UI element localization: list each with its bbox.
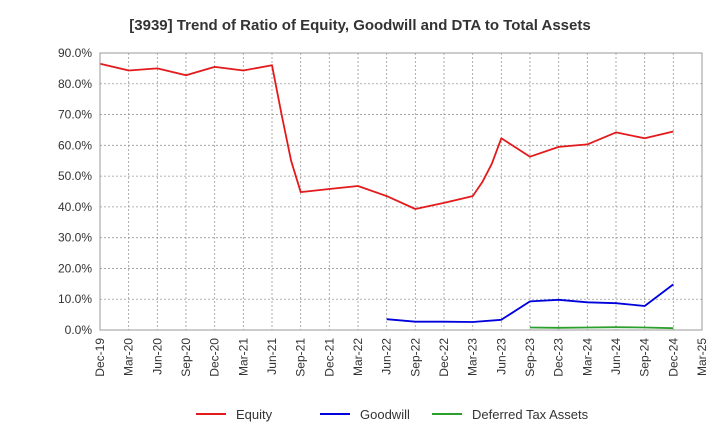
x-tick-label: Dec-20 [208, 338, 222, 377]
plot-area [99, 52, 703, 331]
chart-title: [3939] Trend of Ratio of Equity, Goodwil… [129, 17, 590, 34]
y-tick-label: 60.0% [58, 138, 92, 152]
x-tick-label: Mar-25 [695, 338, 709, 376]
legend-label: Goodwill [360, 407, 410, 422]
y-tick-label: 50.0% [58, 169, 92, 183]
y-tick-label: 30.0% [58, 231, 92, 245]
x-tick-label: Dec-21 [322, 338, 336, 377]
x-tick-label: Jun-23 [494, 338, 508, 375]
x-tick-label: Sep-22 [408, 338, 422, 377]
series-line-goodwill [386, 283, 674, 323]
x-tick-label: Sep-24 [638, 338, 652, 377]
x-tick-label: Mar-24 [580, 338, 594, 376]
x-tick-label: Sep-20 [179, 338, 193, 377]
y-tick-label: 90.0% [58, 46, 92, 60]
x-tick-label: Mar-21 [236, 338, 250, 376]
x-tick-label: Mar-20 [122, 338, 136, 376]
x-tick-label: Dec-24 [666, 338, 680, 377]
y-tick-label: 70.0% [58, 108, 92, 122]
x-axis: Dec-19 Mar-20 Jun-20 Sep-20 Dec-20 Mar-21 Jun-… [93, 338, 709, 377]
x-tick-label: Dec-22 [437, 338, 451, 377]
x-tick-label: Dec-23 [552, 338, 566, 377]
y-tick-label: 0.0% [65, 323, 93, 337]
x-tick-label: Mar-22 [351, 338, 365, 376]
legend: Equity Goodwill Deferred Tax Assets [196, 407, 589, 422]
x-tick-label: Sep-21 [294, 338, 308, 377]
x-tick-label: Sep-23 [523, 338, 537, 377]
x-tick-label: Jun-20 [150, 338, 164, 375]
x-tick-label: Jun-24 [609, 338, 623, 375]
legend-label: Equity [236, 407, 273, 422]
y-axis: 0.0% 10.0% 20.0% 30.0% 40.0% 50.0% 60.0% 70.0% 8… [58, 46, 92, 337]
series-line-equity [99, 62, 674, 210]
x-tick-label: Dec-19 [93, 338, 107, 377]
y-tick-label: 20.0% [58, 261, 92, 275]
x-tick-label: Mar-23 [466, 338, 480, 376]
x-tick-label: Jun-21 [265, 338, 279, 375]
legend-label: Deferred Tax Assets [472, 407, 589, 422]
y-tick-label: 10.0% [58, 292, 92, 306]
y-tick-label: 80.0% [58, 77, 92, 91]
grid [99, 52, 703, 331]
series-line-deferred-tax-assets [529, 326, 674, 330]
x-tick-label: Jun-22 [380, 338, 394, 375]
series-lines [99, 62, 674, 330]
y-tick-label: 40.0% [58, 200, 92, 214]
